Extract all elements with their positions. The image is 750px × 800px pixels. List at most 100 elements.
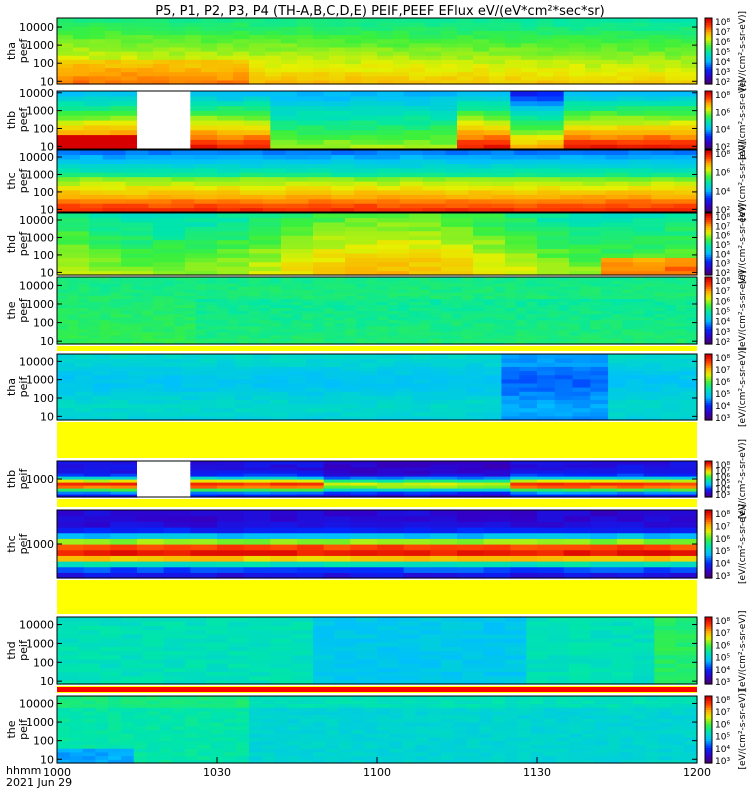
spectrogram-cell — [501, 403, 520, 409]
spectrogram-cell — [83, 105, 111, 111]
spectrogram-cell — [185, 307, 197, 312]
spectrogram-cell — [377, 18, 394, 23]
spectrogram-cell — [297, 461, 325, 465]
spectrogram-cell — [281, 266, 314, 272]
spectrogram-cell — [163, 144, 191, 150]
spectrogram-cell — [601, 334, 613, 339]
spectrogram-cell — [649, 51, 666, 56]
spectrogram-cell — [252, 403, 271, 409]
spectrogram-cell — [217, 221, 250, 227]
spectrogram-cell — [57, 476, 85, 480]
spectrogram-cell — [563, 467, 591, 471]
spectrogram-cell — [163, 331, 175, 336]
spectrogram-cell — [505, 22, 522, 27]
spectrogram-cell — [57, 120, 85, 126]
colorbar-tick-label: 10⁷ — [715, 467, 730, 477]
spectrogram-cell — [526, 650, 549, 656]
spectrogram-cell — [217, 248, 250, 254]
spectrogram-cell — [142, 286, 154, 290]
spectrogram-cell — [89, 59, 106, 64]
spectrogram-cell — [163, 337, 175, 342]
colorbar-tick-label: 10⁵ — [715, 308, 730, 318]
spectrogram-cell — [654, 340, 666, 345]
spectrogram-cell — [270, 561, 298, 568]
spectrogram-cell — [515, 286, 527, 290]
spectrogram-cell — [483, 283, 495, 287]
spectrogram-cell — [643, 120, 671, 126]
spectrogram-cell — [441, 289, 453, 293]
spectrogram-cell — [323, 473, 351, 477]
spectrogram-cell — [89, 239, 122, 245]
spectrogram-cell — [505, 283, 517, 287]
spectrogram-cell — [483, 304, 495, 309]
spectrogram-cell — [249, 658, 271, 664]
spectrogram-cell — [654, 325, 666, 330]
spectrogram-cell — [121, 71, 138, 77]
spectrogram-cell — [331, 150, 355, 156]
spectrogram-cell — [590, 277, 602, 281]
spectrogram-cell — [265, 67, 282, 73]
spectrogram-cell — [675, 675, 698, 681]
spectrogram-cell — [121, 658, 143, 664]
y-tick-label: 100 — [33, 57, 54, 70]
spectrogram-cell — [419, 286, 431, 290]
spectrogram-cell — [625, 399, 645, 405]
colorbar-swatch — [705, 203, 712, 207]
colorbar-swatch — [705, 110, 712, 113]
spectrogram-cell — [217, 51, 234, 56]
y-tick-label: 100 — [33, 317, 54, 330]
spectrogram-cell — [665, 42, 682, 48]
spectrogram-cell — [622, 331, 634, 336]
spectrogram-cell — [239, 189, 264, 195]
spectrogram-cell — [313, 286, 325, 290]
spectrogram-cell — [308, 176, 332, 182]
spectrogram-cell — [57, 176, 81, 182]
colorbar-swatch — [705, 244, 712, 247]
spectrogram-cell — [83, 515, 111, 522]
spectrogram-cell — [217, 181, 241, 187]
spectrogram-cell — [661, 391, 680, 396]
spectrogram-cell — [297, 22, 314, 27]
spectrogram-cell — [308, 189, 332, 195]
spectrogram-cell — [121, 283, 133, 287]
spectrogram-cell — [394, 403, 414, 409]
spectrogram-cell — [462, 316, 474, 321]
spectrogram-cell — [572, 382, 591, 388]
spectrogram-cell — [377, 252, 410, 258]
spectrogram-cell — [590, 370, 609, 376]
product-label: peef — [17, 38, 30, 64]
spectrogram-cell — [57, 289, 69, 293]
y-tick-label: 1000 — [26, 105, 54, 118]
spectrogram-cell — [409, 244, 442, 250]
spectrogram-cell — [243, 467, 271, 471]
spectrogram-cell — [569, 313, 581, 318]
spectrogram-cell — [505, 313, 517, 318]
spectrogram-cell — [489, 34, 506, 40]
spectrogram-cell — [313, 230, 346, 236]
spectrogram-cell — [110, 310, 122, 315]
spectrogram-cell — [572, 354, 591, 359]
spectrogram-cell — [563, 464, 591, 468]
colorbar-swatch — [705, 354, 712, 357]
spectrogram-cell — [451, 310, 463, 315]
spectrogram-cell — [110, 366, 129, 372]
spectrogram-cell — [345, 313, 357, 318]
spectrogram-cell — [217, 521, 245, 528]
spectrogram-cell — [473, 51, 490, 56]
spectrogram-cell — [366, 277, 378, 281]
spectrogram-cell — [505, 266, 538, 272]
spectrogram-cell — [394, 391, 414, 396]
spectrogram-cell — [398, 625, 421, 631]
spectrogram-cell — [681, 22, 698, 27]
spectrogram-cell — [601, 310, 613, 315]
spectrogram-cell — [491, 207, 515, 213]
spectrogram-cell — [537, 387, 556, 392]
spectrogram-cell — [622, 289, 634, 293]
spectrogram-cell — [137, 538, 165, 545]
spectrogram-cell — [483, 510, 511, 517]
spectrogram-cell — [537, 235, 570, 241]
spectrogram-cell — [217, 46, 234, 52]
spectrogram-cell — [430, 95, 458, 102]
spectrogram-cell — [83, 479, 111, 483]
spectrogram-cell — [137, 46, 154, 52]
